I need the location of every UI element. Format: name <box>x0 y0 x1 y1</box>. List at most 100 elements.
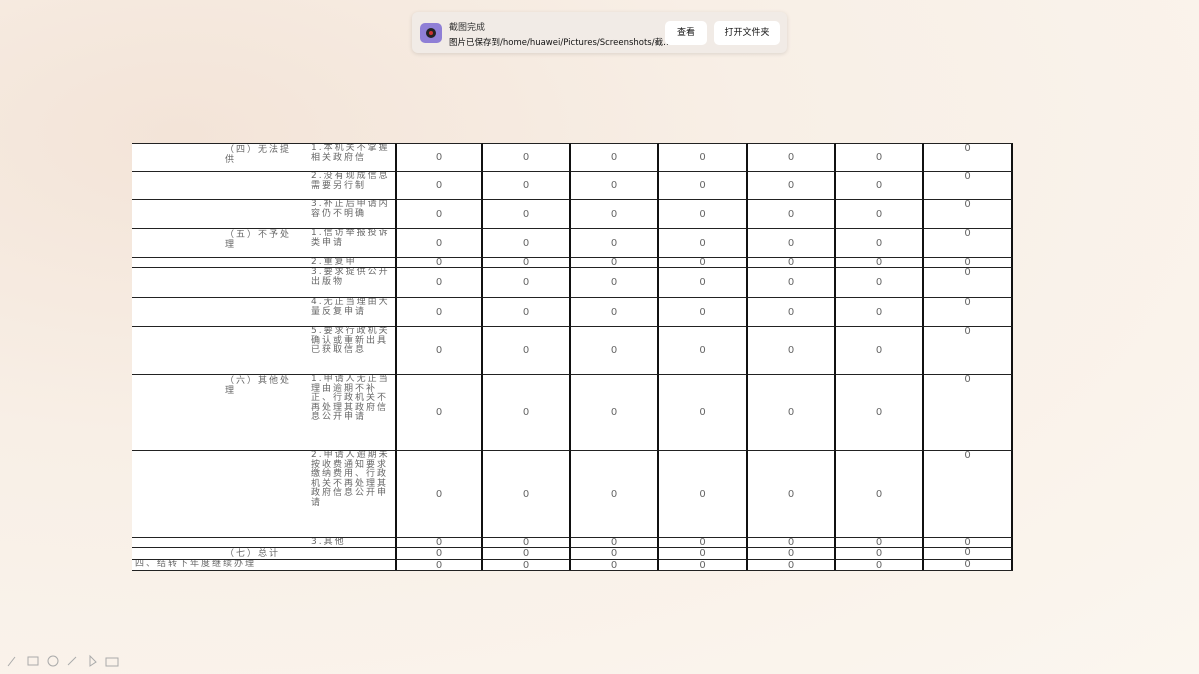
value-cell: 0 <box>483 326 571 374</box>
value-cell: 0 <box>395 143 483 171</box>
value-cell: 0 <box>483 547 571 559</box>
value-cell: 0 <box>659 450 748 537</box>
value-cell: 0 <box>748 559 836 570</box>
value-cell: 0 <box>395 374 483 450</box>
group-cell <box>219 537 307 547</box>
group-cell: （六）其他处理 <box>219 374 307 450</box>
value-cell: 0 <box>748 374 836 450</box>
value-cell: 0 <box>748 267 836 297</box>
value-cell: 0 <box>571 547 659 559</box>
value-cell: 0 <box>748 450 836 537</box>
value-cell: 0 <box>483 257 571 267</box>
value-cell: 0 <box>836 547 924 559</box>
value-cell: 0 <box>659 559 748 570</box>
blank-cell <box>132 297 219 326</box>
toolbar <box>7 654 119 667</box>
item-cell: 3.要求提供公开出版物 <box>307 267 395 297</box>
value-cell: 0 <box>483 374 571 450</box>
value-cell: 0 <box>748 143 836 171</box>
value-cell: 0 <box>659 257 748 267</box>
blank-cell <box>132 257 219 267</box>
value-cell: 0 <box>483 171 571 199</box>
value-cell: 0 <box>659 171 748 199</box>
value-cell: 0 <box>395 199 483 228</box>
value-cell: 0 <box>836 228 924 257</box>
value-cell: 0 <box>571 559 659 570</box>
value-cell: 0 <box>836 374 924 450</box>
value-cell: 0 <box>748 297 836 326</box>
value-cell: 0 <box>924 374 1013 450</box>
app-icon <box>420 23 442 43</box>
value-cell: 0 <box>395 267 483 297</box>
value-cell: 0 <box>483 143 571 171</box>
value-cell: 0 <box>836 297 924 326</box>
value-cell: 0 <box>836 257 924 267</box>
blank-cell <box>132 547 219 559</box>
value-cell: 0 <box>924 267 1013 297</box>
group-cell <box>219 297 307 326</box>
blank-cell <box>132 537 219 547</box>
item-cell: 5.要求行政机关确认或重新出具已获取信息 <box>307 326 395 374</box>
value-cell: 0 <box>395 450 483 537</box>
item-cell: 1.申请人无正当理由逾期不补正、行政机关不再处理其政府信息公开申请 <box>307 374 395 450</box>
value-cell: 0 <box>571 297 659 326</box>
value-cell: 0 <box>395 559 483 570</box>
value-cell: 0 <box>395 228 483 257</box>
value-cell: 0 <box>659 297 748 326</box>
value-cell: 0 <box>659 143 748 171</box>
value-cell: 0 <box>924 171 1013 199</box>
value-cell: 0 <box>836 450 924 537</box>
blank-cell <box>132 171 219 199</box>
value-cell: 0 <box>836 559 924 570</box>
value-cell: 0 <box>483 559 571 570</box>
notification-message: 图片已保存到/home/huawei/Pictures/Screenshots/… <box>449 38 672 48</box>
group-cell <box>219 267 307 297</box>
item-cell: 4.无正当理由大量反复申请 <box>307 297 395 326</box>
blank-cell <box>132 450 219 537</box>
value-cell: 0 <box>483 450 571 537</box>
value-cell: 0 <box>483 199 571 228</box>
group-cell: （四）无法提供 <box>219 143 307 171</box>
item-cell: 2.申请人逾期未按收费通知要求缴纳费用、行政机关不再处理其政府信息公开申请 <box>307 450 395 537</box>
value-cell: 0 <box>483 537 571 547</box>
blank-cell <box>132 199 219 228</box>
value-cell: 0 <box>395 171 483 199</box>
value-cell: 0 <box>836 537 924 547</box>
value-cell: 0 <box>659 267 748 297</box>
value-cell: 0 <box>836 267 924 297</box>
value-cell: 0 <box>748 171 836 199</box>
value-cell: 0 <box>571 267 659 297</box>
view-button[interactable]: 查看 <box>665 21 707 45</box>
value-cell: 0 <box>748 199 836 228</box>
value-cell: 0 <box>571 143 659 171</box>
item-cell: 2.没有现成信息需要另行制 <box>307 171 395 199</box>
value-cell: 0 <box>836 326 924 374</box>
group-cell <box>219 257 307 267</box>
value-cell: 0 <box>659 374 748 450</box>
open-folder-button[interactable]: 打开文件夹 <box>714 21 780 45</box>
notification-title: 截图完成 <box>449 23 486 33</box>
value-cell: 0 <box>395 537 483 547</box>
value-cell: 0 <box>924 143 1013 171</box>
value-cell: 0 <box>924 537 1013 547</box>
blank-cell <box>132 374 219 450</box>
value-cell: 0 <box>659 547 748 559</box>
value-cell: 0 <box>395 326 483 374</box>
notification: 截图完成 图片已保存到/home/huawei/Pictures/Screens… <box>412 12 787 53</box>
value-cell: 0 <box>748 326 836 374</box>
value-cell: 0 <box>836 199 924 228</box>
value-cell: 0 <box>659 199 748 228</box>
table-bottom-border <box>132 570 1013 571</box>
value-cell: 0 <box>924 199 1013 228</box>
value-cell: 0 <box>924 547 1013 559</box>
group-cell: （七）总计 <box>219 547 395 559</box>
value-cell: 0 <box>571 171 659 199</box>
value-cell: 0 <box>395 257 483 267</box>
value-cell: 0 <box>748 228 836 257</box>
value-cell: 0 <box>924 559 1013 570</box>
blank-cell <box>132 228 219 257</box>
value-cell: 0 <box>483 297 571 326</box>
value-cell: 0 <box>836 143 924 171</box>
value-cell: 0 <box>924 297 1013 326</box>
